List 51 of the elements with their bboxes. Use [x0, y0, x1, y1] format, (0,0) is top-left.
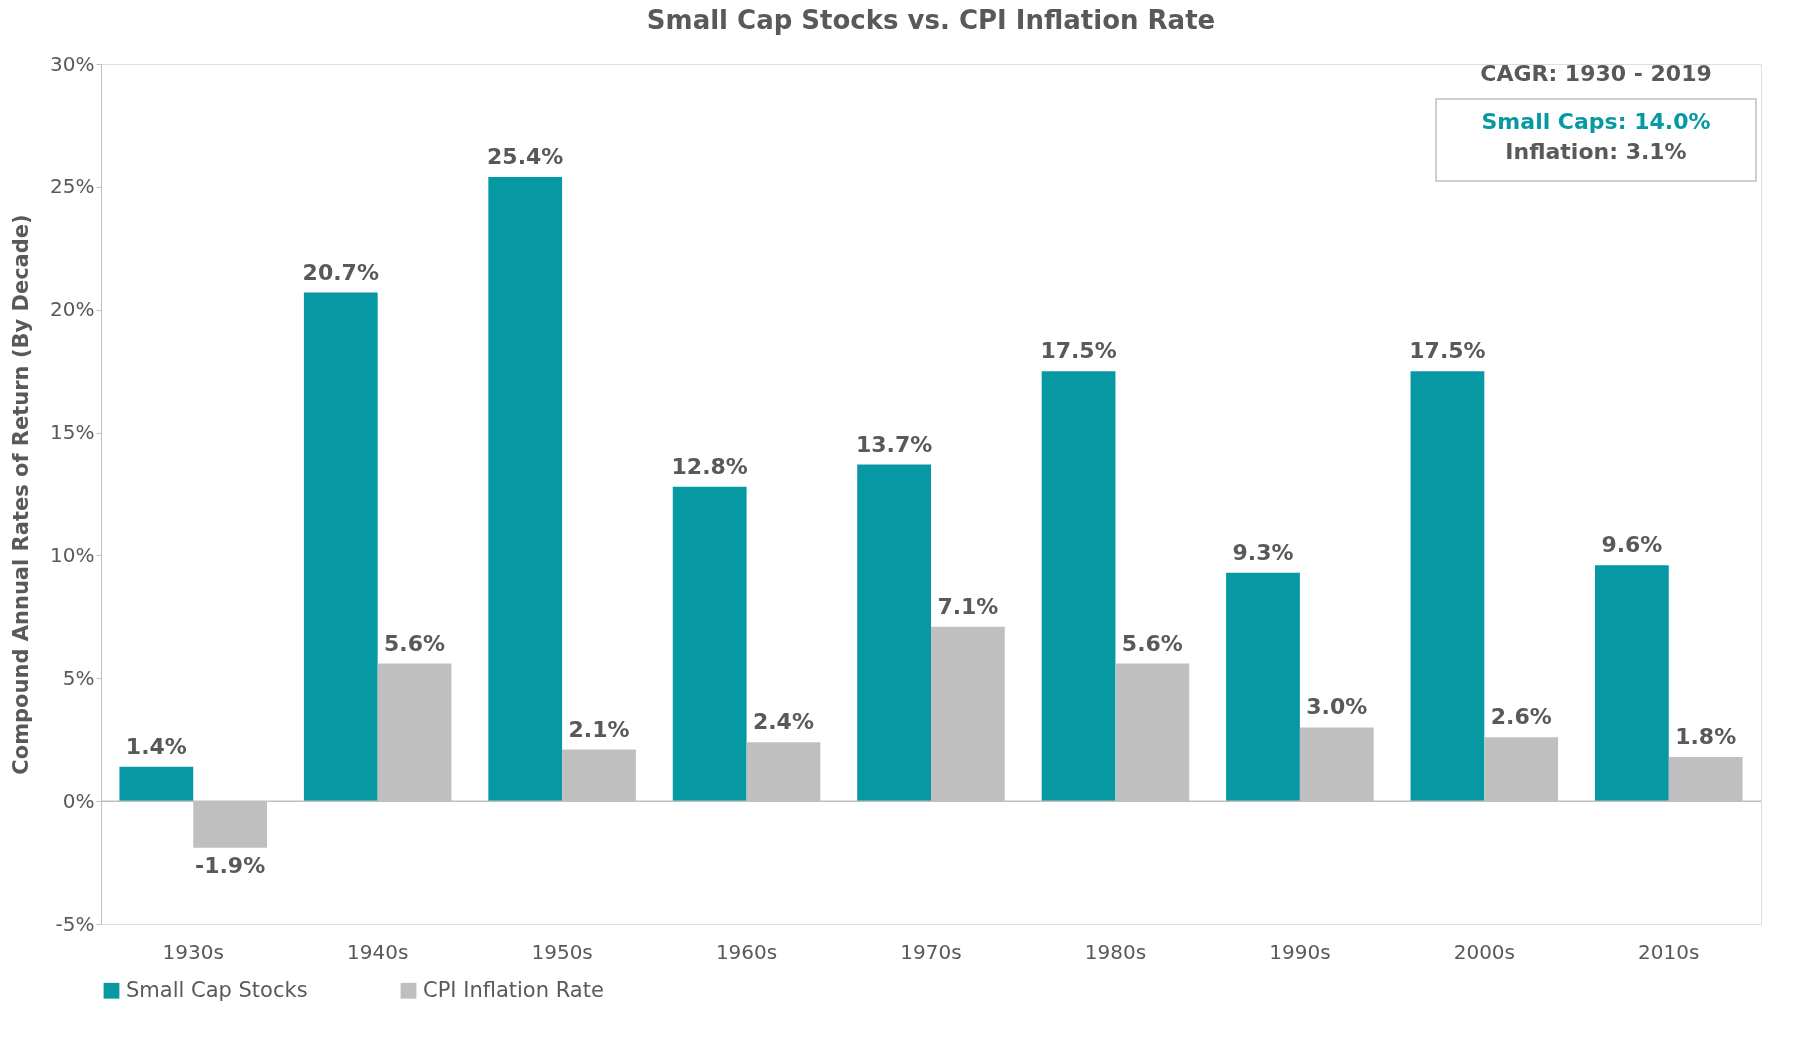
x-tick-label: 2000s — [1453, 939, 1515, 964]
x-tick-label: 1990s — [1269, 939, 1331, 964]
bar — [1226, 572, 1300, 802]
y-tick-label: 15% — [50, 420, 95, 445]
y-tick-label: 20% — [50, 297, 95, 322]
data-label: 2.4% — [752, 709, 814, 735]
x-tick-label: 1930s — [162, 939, 224, 964]
data-label: 2.6% — [1490, 704, 1552, 730]
x-tick-label: 2010s — [1638, 939, 1700, 964]
bar — [488, 177, 563, 802]
data-label: 20.7% — [302, 259, 379, 285]
x-tick-label: 1940s — [347, 939, 409, 964]
y-tick-label: 0% — [62, 788, 95, 813]
data-label: 1.4% — [125, 733, 187, 759]
data-label: 5.6% — [384, 630, 446, 656]
data-label: 5.6% — [1121, 630, 1183, 656]
data-label: 12.8% — [671, 453, 748, 479]
data-label: 9.3% — [1232, 539, 1294, 565]
bar — [672, 486, 747, 802]
chart-title: Small Cap Stocks vs. CPI Inflation Rate — [646, 5, 1216, 35]
data-label: 17.5% — [1040, 338, 1117, 364]
data-label: 9.6% — [1601, 532, 1663, 558]
annotation: Inflation: 3.1% — [1505, 139, 1687, 164]
legend-label: Small Cap Stocks — [126, 977, 308, 1002]
data-label: 13.7% — [855, 431, 933, 457]
bar — [1410, 371, 1485, 802]
y-tick-label: -5% — [55, 911, 95, 936]
y-axis-title: Compound Annual Rates of Return (By Decade) — [9, 214, 34, 775]
y-tick-label: 10% — [50, 542, 95, 567]
data-label: 17.5% — [1409, 338, 1486, 364]
annotation: Small Caps: 14.0% — [1481, 109, 1711, 134]
data-label: 1.8% — [1675, 723, 1737, 749]
bar — [119, 766, 194, 802]
bar — [857, 464, 931, 802]
y-tick-label: 25% — [50, 174, 95, 199]
x-tick-label: 1980s — [1084, 939, 1147, 964]
data-label: 7.1% — [937, 593, 999, 619]
y-tick-label: 30% — [50, 51, 95, 76]
data-label: 25.4% — [487, 144, 564, 170]
annotation: CAGR: 1930 - 2019 — [1480, 61, 1712, 86]
bar — [1041, 371, 1116, 802]
x-tick-label: 1970s — [900, 939, 962, 964]
data-label: 2.1% — [568, 716, 630, 742]
data-label: -1.9% — [195, 852, 266, 878]
y-tick-label: 5% — [62, 665, 95, 690]
x-tick-label: 1960s — [715, 939, 778, 964]
data-label: 3.0% — [1306, 694, 1368, 720]
bar — [303, 292, 378, 802]
x-tick-label: 1950s — [531, 939, 593, 964]
legend-label: CPI Inflation Rate — [423, 977, 604, 1002]
bar — [1595, 565, 1669, 802]
